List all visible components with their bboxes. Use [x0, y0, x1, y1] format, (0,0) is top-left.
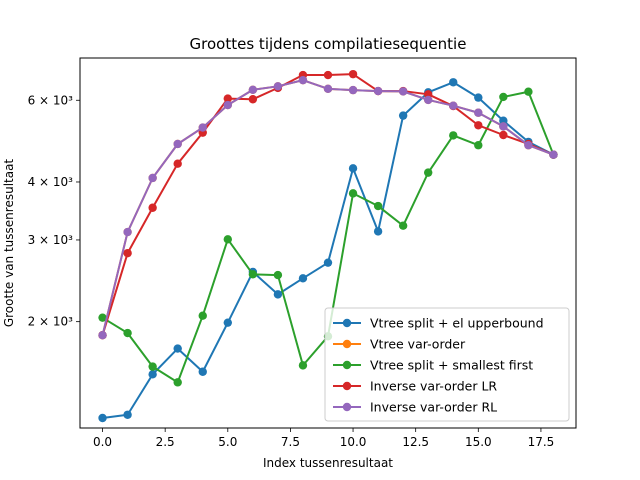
data-point: [449, 101, 458, 110]
plot-area: 0.0 2.5 5.0 7.5 10.0 12.5 15.0 17.5 2 × 10³ 3 × …: [28, 57, 577, 449]
data-point: [474, 108, 483, 117]
data-point: [173, 139, 182, 149]
legend-marker: [342, 402, 352, 412]
data-point: [123, 410, 132, 419]
data-point: [173, 344, 182, 353]
legend-box: [324, 307, 570, 422]
data-point: [223, 94, 232, 103]
data-point: [98, 331, 107, 340]
legend-marker: [342, 381, 352, 391]
data-point: [549, 150, 558, 159]
data-point: [474, 121, 483, 130]
data-point: [323, 84, 333, 94]
data-point: [499, 122, 508, 131]
legend-entry: Inverse var-order LR: [333, 379, 497, 394]
data-point: [198, 367, 207, 376]
x-tick-label: 5.0: [218, 435, 237, 449]
data-point: [424, 95, 433, 105]
legend-label: Inverse var-order LR: [370, 379, 497, 394]
data-point: [248, 85, 258, 94]
data-point: [248, 95, 258, 104]
x-axis-ticks: 0.0 2.5 5.0 7.5 10.0 12.5 15.0 17.5: [93, 428, 554, 449]
legend-marker: [342, 318, 352, 328]
data-point: [273, 82, 283, 91]
legend: Vtree split + el upperbound Vtree var-ord…: [324, 307, 570, 422]
y-axis-ticks: 2 × 10³ 3 × 10³ 4 × 10³ 6 × 10³: [28, 93, 80, 329]
data-point: [398, 111, 408, 120]
data-point: [173, 159, 182, 168]
data-point: [348, 164, 358, 173]
series-5: [98, 75, 558, 340]
legend-marker: [342, 360, 352, 370]
legend-entry: Vtree split + el upperbound: [333, 316, 544, 331]
y-axis-label: Grootte van tussenresultaat: [2, 159, 16, 328]
y-tick-label: 6 × 10³: [28, 93, 74, 107]
data-point: [198, 123, 207, 132]
data-point: [348, 69, 358, 79]
legend-label: Vtree var-order: [370, 337, 466, 352]
chart-title: Groottes tijdens compilatiesequentie: [190, 35, 467, 53]
data-point: [449, 78, 458, 87]
data-point: [273, 270, 283, 280]
x-tick-label: 17.5: [528, 435, 555, 449]
series-layer: [98, 69, 558, 423]
data-point: [348, 85, 358, 95]
data-point: [273, 290, 283, 299]
data-point: [323, 70, 333, 80]
data-point: [449, 131, 458, 140]
data-point: [198, 311, 207, 320]
data-point: [398, 87, 408, 96]
data-point: [499, 130, 508, 140]
x-tick-label: 0.0: [93, 435, 112, 449]
data-point: [148, 173, 157, 183]
data-point: [148, 203, 157, 212]
legend-label: Inverse var-order RL: [370, 400, 497, 415]
data-point: [424, 168, 433, 177]
data-point: [148, 362, 157, 371]
data-point: [373, 86, 383, 96]
x-axis-label: Index tussenresultaat: [263, 456, 393, 470]
data-point: [524, 141, 533, 150]
data-point: [148, 370, 157, 379]
data-point: [474, 93, 483, 102]
legend-marker: [342, 339, 352, 349]
data-point: [373, 227, 383, 236]
data-point: [298, 75, 308, 85]
data-point: [223, 100, 232, 110]
x-tick-label: 10.0: [340, 435, 367, 449]
data-point: [223, 318, 232, 327]
legend-label: Vtree split + el upperbound: [370, 316, 544, 331]
data-point: [323, 258, 333, 267]
x-tick-label: 15.0: [465, 435, 492, 449]
data-point: [123, 227, 132, 237]
legend-label: Vtree split + smallest first: [370, 358, 533, 373]
x-tick-label: 7.5: [281, 435, 300, 449]
data-point: [373, 201, 383, 211]
y-tick-label: 2 × 10³: [28, 315, 74, 329]
data-point: [223, 235, 232, 244]
data-point: [398, 221, 408, 230]
x-tick-label: 2.5: [156, 435, 175, 449]
data-point: [123, 328, 132, 338]
data-point: [123, 248, 132, 258]
legend-items: Vtree split + el upperbound Vtree var-ord…: [333, 316, 544, 415]
x-tick-label: 12.5: [402, 435, 429, 449]
data-point: [298, 274, 308, 283]
data-point: [474, 141, 483, 150]
legend-entry: Vtree split + smallest first: [333, 358, 533, 373]
legend-entry: Vtree var-order: [333, 337, 466, 352]
data-point: [298, 361, 308, 370]
data-point: [524, 87, 533, 96]
data-point: [98, 413, 107, 423]
data-point: [173, 378, 182, 387]
legend-entry: Inverse var-order RL: [333, 400, 497, 415]
data-point: [348, 189, 358, 198]
data-point: [499, 92, 508, 102]
y-tick-label: 3 × 10³: [28, 233, 74, 247]
y-tick-label: 4 × 10³: [28, 175, 74, 189]
data-point: [98, 313, 107, 322]
data-point: [248, 270, 258, 279]
